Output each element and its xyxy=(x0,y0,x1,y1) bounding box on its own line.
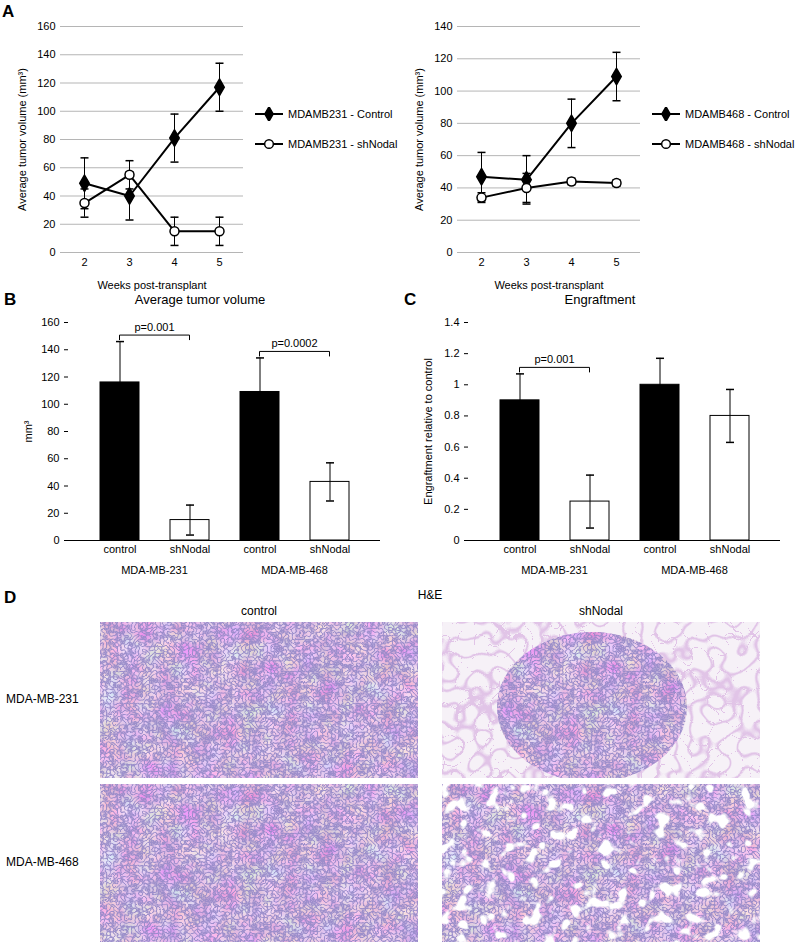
svg-text:control: control xyxy=(503,543,536,555)
svg-text:control: control xyxy=(243,543,276,555)
svg-text:1.2: 1.2 xyxy=(444,347,459,359)
svg-text:20: 20 xyxy=(47,507,59,519)
svg-text:140: 140 xyxy=(37,48,55,60)
svg-text:Average tumor volume (mm³): Average tumor volume (mm³) xyxy=(413,68,425,211)
svg-text:0.4: 0.4 xyxy=(444,472,459,484)
html-text:B: B xyxy=(4,290,17,309)
svg-text:40: 40 xyxy=(47,480,59,492)
svg-text:60: 60 xyxy=(440,149,452,161)
html-text:D: D xyxy=(4,588,17,607)
svg-text:0.6: 0.6 xyxy=(444,441,459,453)
svg-text:control: control xyxy=(643,543,676,555)
svg-text:60: 60 xyxy=(47,452,59,464)
svg-text:0: 0 xyxy=(49,246,55,258)
svg-text:shNodal: shNodal xyxy=(170,543,210,555)
svg-text:2: 2 xyxy=(478,256,484,268)
svg-text:MDA-MB-231: MDA-MB-231 xyxy=(121,564,188,576)
html-text:MDAMB468 - Control: MDAMB468 - Control xyxy=(685,108,790,120)
html-text:C: C xyxy=(404,290,417,309)
svg-text:120: 120 xyxy=(41,371,59,383)
html-text:MDAMB231 - shNodal: MDAMB231 - shNodal xyxy=(288,138,398,150)
svg-text:4: 4 xyxy=(171,256,177,268)
html-text:MDA-MB-231: MDA-MB-231 xyxy=(6,692,79,706)
svg-text:p=0.0002: p=0.0002 xyxy=(271,337,317,349)
svg-text:40: 40 xyxy=(440,181,452,193)
svg-text:control: control xyxy=(103,543,136,555)
svg-text:5: 5 xyxy=(216,256,222,268)
svg-text:Weeks post-transplant: Weeks post-transplant xyxy=(97,279,206,291)
svg-text:shNodal: shNodal xyxy=(310,543,350,555)
svg-text:60: 60 xyxy=(43,161,55,173)
svg-text:100: 100 xyxy=(41,398,59,410)
svg-text:0: 0 xyxy=(453,534,459,546)
svg-text:20: 20 xyxy=(440,214,452,226)
svg-text:100: 100 xyxy=(37,105,55,117)
svg-text:0.2: 0.2 xyxy=(444,503,459,515)
html-text:Engraftment: Engraftment xyxy=(564,292,636,307)
svg-text:120: 120 xyxy=(37,77,55,89)
html-text:MDA-MB-468: MDA-MB-468 xyxy=(6,855,79,869)
svg-text:mm³: mm³ xyxy=(22,420,34,442)
svg-text:160: 160 xyxy=(37,20,55,32)
svg-text:p=0.001: p=0.001 xyxy=(134,321,174,333)
html-text:control: control xyxy=(241,604,277,618)
svg-text:p=0.001: p=0.001 xyxy=(534,353,574,365)
svg-text:shNodal: shNodal xyxy=(710,543,750,555)
html-text:shNodal: shNodal xyxy=(579,604,623,618)
svg-text:Engraftment relative to contro: Engraftment relative to control xyxy=(422,358,434,505)
svg-text:4: 4 xyxy=(568,256,574,268)
svg-text:5: 5 xyxy=(613,256,619,268)
svg-text:MDA-MB-231: MDA-MB-231 xyxy=(521,564,588,576)
svg-text:3: 3 xyxy=(126,256,132,268)
svg-text:Average tumor volume (mm³): Average tumor volume (mm³) xyxy=(16,68,28,211)
svg-text:Weeks post-transplant: Weeks post-transplant xyxy=(494,279,603,291)
svg-text:MDA-MB-468: MDA-MB-468 xyxy=(661,564,728,576)
svg-text:140: 140 xyxy=(41,343,59,355)
svg-text:0: 0 xyxy=(446,246,452,258)
html-text:H&E: H&E xyxy=(417,588,443,602)
svg-text:20: 20 xyxy=(43,218,55,230)
svg-text:80: 80 xyxy=(43,133,55,145)
svg-text:40: 40 xyxy=(43,190,55,202)
html-text:MDAMB468 - shNodal: MDAMB468 - shNodal xyxy=(685,138,795,150)
svg-text:160: 160 xyxy=(41,316,59,328)
svg-text:1.4: 1.4 xyxy=(444,316,459,328)
svg-text:0: 0 xyxy=(53,534,59,546)
svg-text:MDA-MB-468: MDA-MB-468 xyxy=(261,564,328,576)
svg-text:3: 3 xyxy=(523,256,529,268)
html-text:Average tumor volume: Average tumor volume xyxy=(134,292,266,307)
svg-text:80: 80 xyxy=(440,117,452,129)
svg-text:shNodal: shNodal xyxy=(570,543,610,555)
svg-text:2: 2 xyxy=(81,256,87,268)
html-text:A: A xyxy=(2,2,15,21)
svg-text:1: 1 xyxy=(453,378,459,390)
html-text:MDAMB231 - Control: MDAMB231 - Control xyxy=(288,108,393,120)
svg-text:140: 140 xyxy=(434,20,452,32)
svg-text:0.8: 0.8 xyxy=(444,409,459,421)
svg-text:100: 100 xyxy=(434,85,452,97)
svg-text:120: 120 xyxy=(434,52,452,64)
svg-text:80: 80 xyxy=(47,425,59,437)
